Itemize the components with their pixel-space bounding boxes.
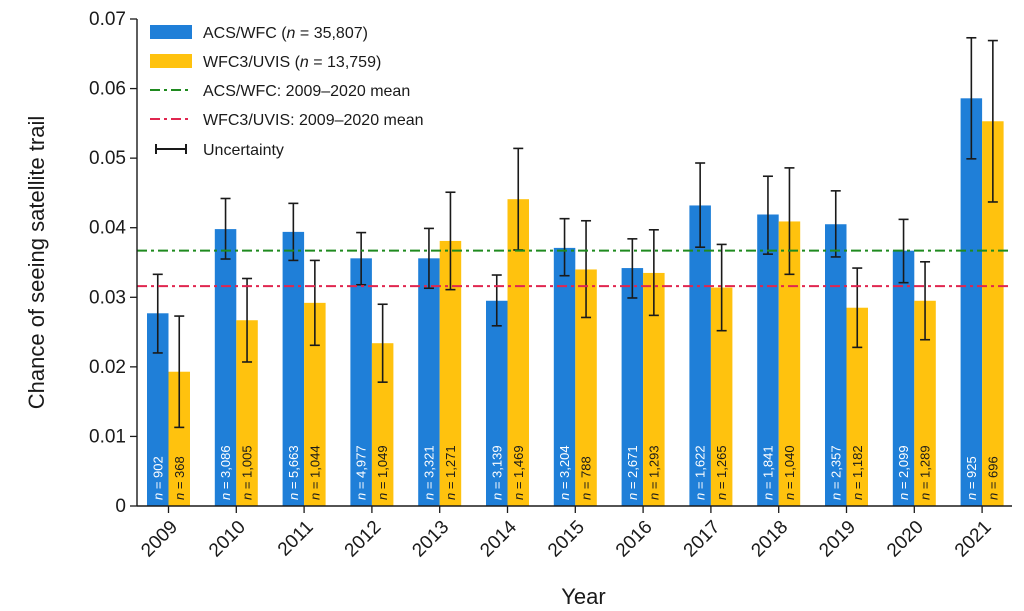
sample-size-label: n = 1,182	[850, 445, 865, 500]
sample-size-label: n = 3,139	[489, 445, 504, 500]
sample-size-label: n = 4,977	[354, 445, 369, 500]
bar-acs-wfc	[282, 231, 305, 507]
sample-size-label: n = 3,321	[421, 445, 436, 500]
sample-size-label: n = 1,469	[511, 445, 526, 500]
sample-size-label: n = 1,841	[760, 445, 775, 500]
sample-size-label: n = 1,293	[646, 445, 661, 500]
bar-wfc3-uvis	[236, 320, 258, 506]
bar-acs-wfc	[147, 313, 169, 506]
y-tick-label: 0.02	[89, 357, 126, 378]
bar-acs-wfc	[689, 205, 711, 507]
bar-wfc3-uvis	[371, 343, 394, 506]
x-tick-label: 2013	[408, 517, 453, 562]
sample-size-label: n = 3,204	[557, 445, 572, 500]
x-axis-label: Year	[561, 584, 605, 609]
sample-size-label: n = 1,289	[918, 445, 933, 500]
legend-label-uncertainty: Uncertainty	[203, 142, 284, 159]
legend-swatch-wfc3-uvis	[150, 54, 192, 68]
x-tick-label: 2015	[544, 517, 589, 562]
bar-acs-wfc	[214, 229, 237, 506]
sample-size-label: n = 788	[579, 456, 594, 500]
x-tick-label: 2017	[680, 517, 725, 562]
bar-acs-wfc	[418, 258, 440, 506]
x-tick-label: 2014	[476, 516, 521, 561]
y-tick-label: 0	[115, 496, 126, 517]
x-tick-label: 2009	[137, 517, 182, 562]
sample-size-label: n = 696	[985, 456, 1000, 500]
sample-size-label: n = 1,040	[782, 445, 797, 500]
sample-size-label: n = 902	[150, 456, 165, 500]
bar-wfc3-uvis	[710, 287, 733, 506]
x-tick-label: 2020	[883, 517, 928, 562]
bar-acs-wfc	[960, 98, 983, 506]
sample-size-label: n = 1,044	[307, 445, 322, 500]
sample-size-label: n = 1,265	[714, 445, 729, 500]
x-tick-label: 2021	[951, 517, 996, 562]
bar-wfc3-uvis	[439, 240, 462, 506]
sample-size-label: n = 3,086	[218, 445, 233, 500]
y-tick-label: 0.04	[89, 218, 126, 239]
sample-size-label: n = 1,271	[443, 445, 458, 500]
sample-size-label: n = 925	[964, 456, 979, 500]
bar-wfc3-uvis	[304, 302, 326, 506]
legend-label-acs-wfc: ACS/WFC (n = 35,807)	[203, 25, 368, 42]
sample-size-label: n = 1,622	[693, 445, 708, 500]
x-tick-label: 2016	[612, 517, 657, 562]
bar-wfc3-uvis	[168, 371, 190, 506]
bar-wfc3-uvis	[982, 121, 1004, 507]
legend-label-wfc3-uvis: WFC3/UVIS (n = 13,759)	[203, 54, 381, 71]
y-tick-label: 0.06	[89, 79, 126, 100]
x-tick-label: 2010	[205, 517, 250, 562]
bar-wfc3-uvis	[778, 221, 801, 506]
sample-size-label: n = 2,671	[625, 445, 640, 500]
bar-wfc3-uvis	[846, 307, 868, 506]
y-axis-label: Chance of seeing satellite trail	[24, 116, 49, 410]
bar-wfc3-uvis	[507, 199, 529, 506]
bar-acs-wfc	[892, 250, 915, 506]
bar-acs-wfc	[486, 300, 508, 506]
sample-size-label: n = 1,005	[240, 445, 255, 500]
y-tick-label: 0.05	[89, 148, 126, 169]
sample-size-label: n = 2,357	[828, 445, 843, 500]
bar-acs-wfc	[621, 268, 644, 506]
bar-wfc3-uvis	[643, 272, 665, 506]
sample-size-label: n = 5,663	[286, 445, 301, 500]
sample-size-label: n = 1,049	[375, 445, 390, 500]
x-tick-label: 2011	[274, 517, 318, 561]
x-tick-label: 2019	[815, 517, 860, 562]
x-tick-label: 2018	[747, 517, 792, 562]
bar-wfc3-uvis	[914, 300, 936, 506]
legend-label-mean-0: ACS/WFC: 2009–2020 mean	[203, 83, 410, 100]
legend-swatch-acs-wfc	[150, 25, 192, 39]
bar-acs-wfc	[553, 247, 576, 506]
y-tick-label: 0.01	[89, 426, 126, 447]
bar-acs-wfc	[350, 258, 372, 506]
legend-label-mean-1: WFC3/UVIS: 2009–2020 mean	[203, 112, 424, 129]
bar-acs-wfc	[825, 224, 847, 506]
sample-size-label: n = 368	[172, 456, 187, 500]
sample-size-label: n = 2,099	[896, 445, 911, 500]
bar-acs-wfc	[757, 214, 779, 506]
y-tick-label: 0.03	[89, 287, 126, 308]
x-tick-label: 2012	[341, 517, 386, 562]
y-tick-label: 0.07	[89, 9, 126, 30]
bar-wfc3-uvis	[575, 269, 597, 506]
